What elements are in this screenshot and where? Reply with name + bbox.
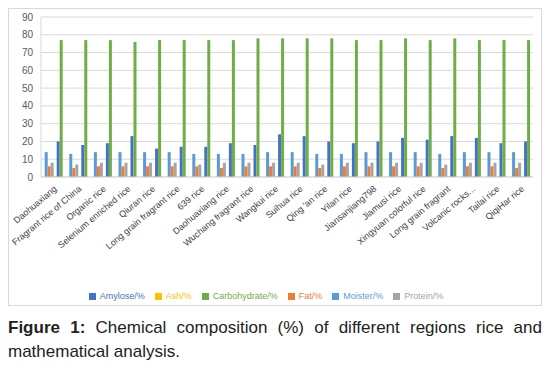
svg-text:Selenium enriched rice: Selenium enriched rice [55,183,133,251]
svg-text:Organic rice: Organic rice [64,183,108,223]
svg-text:Suihua rice: Suihua rice [263,183,305,221]
svg-text:Daohuaxiang rice: Daohuaxiang rice [170,183,231,237]
svg-text:Volcanic rocks...: Volcanic rocks... [420,183,477,234]
html-text:Figure 1: Chemical composition: Figure 1: Chemical composition (%) of di… [8,318,542,361]
svg-text:QiqiHar rice: QiqiHar rice [483,184,526,222]
svg-text:Long grain fragrant: Long grain fragrant [387,183,453,241]
svg-text:70: 70 [22,47,34,58]
html-text:Moister/%: Moister/% [343,291,384,301]
svg-text:90: 90 [22,12,34,23]
svg-text:Tailai rice: Tailai rice [466,183,502,216]
svg-text:Daohuaxiang: Daohuaxiang [11,183,59,226]
svg-text:639 rice: 639 rice [175,183,207,212]
svg-text:Jiansanjiang798: Jiansanjiang798 [322,183,379,234]
svg-text:Fragrant rice of China: Fragrant rice of China [10,183,84,248]
svg-text:Qiuran rice: Qiuran rice [116,183,158,220]
svg-text:10: 10 [22,154,34,165]
svg-text:Long grain fragrant rice: Long grain fragrant rice [104,184,182,251]
html-text:Protein/%: Protein/% [404,291,444,301]
html-text:Fat/%: Fat/% [298,291,323,301]
svg-text:50: 50 [22,83,34,94]
html-text:Amylose/%: Amylose/% [99,291,145,301]
svg-text:Wangkui rice: Wangkui rice [234,183,281,225]
html-text:Ash/%: Ash/% [165,291,192,301]
svg-text:60: 60 [22,65,34,76]
svg-text:Qing 'an rice: Qing 'an rice [284,183,330,224]
html-text:Carbohydrate/%: Carbohydrate/% [212,291,278,301]
svg-text:Xingyuan colorful rice: Xingyuan colorful rice [355,183,428,247]
svg-text:30: 30 [22,118,34,129]
svg-text:80: 80 [22,29,34,40]
svg-text:Jiamusi rice: Jiamusi rice [360,183,404,222]
svg-text:40: 40 [22,100,34,111]
svg-text:Wuchang fragrant rice: Wuchang fragrant rice [181,183,256,249]
svg-text:0: 0 [27,172,33,183]
svg-text:Yilan rice: Yilan rice [319,183,354,215]
svg-text:20: 20 [22,136,34,147]
